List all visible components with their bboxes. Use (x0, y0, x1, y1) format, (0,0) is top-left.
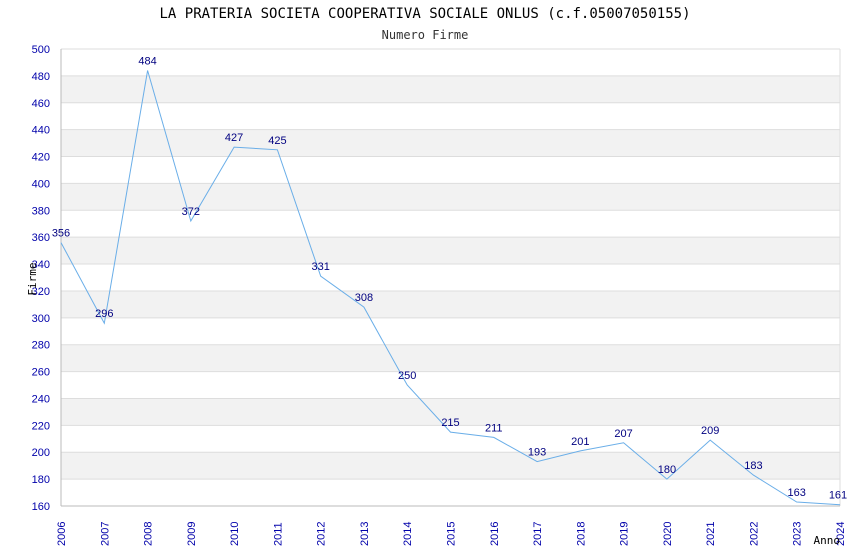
y-tick-label: 200 (32, 447, 50, 459)
data-label: 193 (528, 447, 546, 459)
grid-band (61, 183, 840, 211)
y-tick-label: 300 (32, 313, 50, 325)
data-label: 356 (52, 228, 70, 240)
y-tick-label: 320 (32, 286, 50, 298)
data-label: 183 (744, 460, 762, 472)
grid-band (61, 398, 840, 426)
plot-axes (60, 49, 840, 507)
plot-bands (61, 75, 840, 480)
grid-band (61, 290, 840, 318)
data-label: 425 (268, 135, 286, 147)
y-axis-label: Firme (26, 262, 39, 295)
x-tick-label: 2007 (99, 522, 111, 546)
x-axis-ticks: 2006 2007 2008 2009 2010 2011 2012 2013 2014 2015… (56, 522, 847, 546)
data-label: 163 (788, 487, 806, 499)
data-label: 215 (441, 417, 459, 429)
y-tick-label: 160 (32, 501, 50, 513)
chart-title: LA PRATERIA SOCIETA COOPERATIVA SOCIALE … (159, 6, 690, 22)
x-tick-label: 2020 (662, 522, 674, 546)
data-label: 207 (614, 428, 632, 440)
y-tick-label: 360 (32, 232, 50, 244)
data-label: 180 (658, 464, 676, 476)
data-label: 250 (398, 370, 416, 382)
x-tick-label: 2014 (402, 522, 414, 546)
y-tick-label: 220 (32, 420, 50, 432)
grid-band (61, 452, 840, 480)
x-tick-label: 2017 (532, 522, 544, 546)
x-tick-label: 2009 (186, 522, 198, 546)
y-tick-label: 440 (32, 125, 50, 137)
chart-subtitle: Numero Firme (382, 28, 469, 42)
data-label: 331 (311, 261, 329, 273)
grid-band (61, 344, 840, 372)
data-labels: 356 296 484 372 427 425 331 308 250 215 211 193 201 2… (52, 56, 847, 502)
data-label: 484 (138, 56, 156, 68)
x-tick-label: 2012 (316, 522, 328, 546)
data-label: 161 (829, 490, 847, 502)
x-tick-label: 2023 (792, 522, 804, 546)
y-tick-label: 480 (32, 71, 50, 83)
x-tick-label: 2021 (705, 522, 717, 546)
data-label: 427 (225, 132, 243, 144)
data-label: 211 (485, 422, 503, 434)
data-label: 372 (182, 206, 200, 218)
x-tick-label: 2019 (619, 522, 631, 546)
y-tick-label: 380 (32, 205, 50, 217)
data-label: 308 (355, 292, 373, 304)
y-tick-label: 500 (32, 44, 50, 56)
series-group (60, 70, 841, 506)
y-tick-label: 420 (32, 152, 50, 164)
y-tick-label: 280 (32, 340, 50, 352)
plot-gridlines (61, 48, 841, 507)
grid-band (61, 75, 840, 103)
grid-band (61, 237, 840, 265)
x-tick-label: 2015 (446, 522, 458, 546)
data-label: 201 (571, 436, 589, 448)
y-tick-label: 460 (32, 98, 50, 110)
data-label: 209 (701, 425, 719, 437)
x-tick-label: 2013 (359, 522, 371, 546)
x-tick-label: 2011 (272, 522, 284, 546)
grid-band (61, 129, 840, 157)
y-tick-label: 180 (32, 474, 50, 486)
y-tick-label: 260 (32, 367, 50, 379)
y-tick-label: 400 (32, 178, 50, 190)
x-tick-label: 2022 (748, 522, 760, 546)
x-tick-label: 2024 (835, 522, 847, 546)
y-tick-label: 240 (32, 393, 50, 405)
x-axis-label: Anno (814, 534, 841, 547)
x-tick-label: 2008 (143, 522, 155, 546)
x-tick-label: 2006 (56, 522, 68, 546)
x-tick-label: 2018 (575, 522, 587, 546)
x-tick-label: 2016 (489, 522, 501, 546)
data-label: 296 (95, 308, 113, 320)
x-tick-label: 2010 (229, 522, 241, 546)
y-tick-label: 340 (32, 259, 50, 271)
y-axis-ticks: 160 180 200 220 240 260 280 300 320 340 360 380 400 4… (32, 44, 50, 513)
